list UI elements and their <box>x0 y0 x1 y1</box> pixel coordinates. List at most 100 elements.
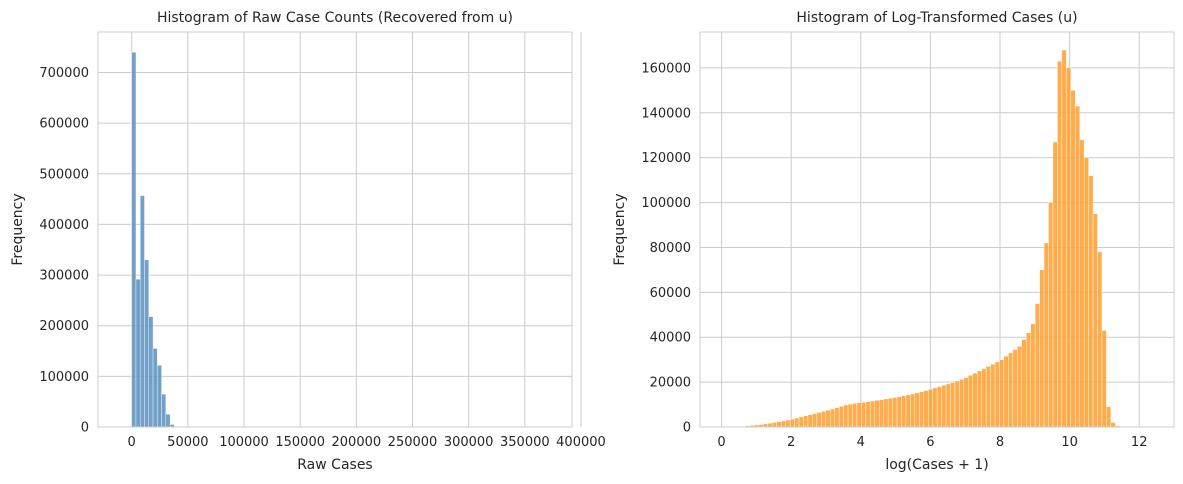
y-tick-label: 200000 <box>39 319 89 334</box>
x-axis-label: log(Cases + 1) <box>885 457 988 473</box>
histogram-bar <box>954 380 960 428</box>
y-tick-label: 140000 <box>641 106 691 121</box>
histogram-bar <box>945 383 951 428</box>
histogram-bar <box>1057 60 1063 428</box>
histogram-bar <box>887 398 893 428</box>
y-tick-label: 100000 <box>641 196 691 211</box>
histogram-bar <box>798 416 804 428</box>
histogram-bar <box>135 278 141 428</box>
histogram-bar <box>874 400 880 428</box>
x-tick-label: 6 <box>926 435 934 450</box>
histogram-bar <box>941 385 947 428</box>
histogram-bar <box>165 414 171 428</box>
histogram-bar <box>847 403 853 428</box>
histogram-bar <box>932 387 938 428</box>
chart-title: Histogram of Log-Transformed Cases (u) <box>796 10 1077 26</box>
histogram-bar <box>972 372 978 428</box>
x-tick-label: 4 <box>857 435 865 450</box>
histogram-bar <box>834 407 840 428</box>
chart-title: Histogram of Raw Case Counts (Recovered … <box>157 10 513 26</box>
y-tick-label: 40000 <box>650 331 691 346</box>
log-cases-histogram: 0 2 4 6 8 10 12 0 20000 40000 60000 80000 100000 120… <box>612 10 1175 473</box>
histogram-bar <box>1048 202 1054 428</box>
x-tick-label: 10 <box>1061 435 1078 450</box>
histogram-bar <box>1017 346 1022 428</box>
y-tick-label: 80000 <box>650 241 691 256</box>
histogram-bar <box>830 408 835 428</box>
histogram-bar <box>892 397 898 428</box>
y-axis-label: Frequency <box>10 193 26 265</box>
histogram-bar <box>905 394 911 428</box>
histogram-bar <box>968 375 973 428</box>
y-tick-label: 700000 <box>39 66 89 81</box>
y-tick-label: 500000 <box>39 167 89 182</box>
histogram-bar <box>144 259 149 428</box>
y-tick-label: 160000 <box>641 61 691 76</box>
histogram-bar <box>1003 356 1009 428</box>
histogram-bar <box>1026 332 1031 428</box>
histogram-bar <box>1106 406 1112 428</box>
histogram-bar <box>852 403 858 428</box>
plot-area <box>98 32 572 427</box>
histogram-bar <box>803 415 809 428</box>
x-tick-label: 250000 <box>388 435 438 450</box>
y-tick-label: 0 <box>81 421 89 436</box>
histogram-bar <box>977 370 982 428</box>
x-tick-label: 50000 <box>167 435 208 450</box>
histogram-bar <box>896 396 902 428</box>
plot-frame <box>97 31 573 428</box>
x-tick-label: 0 <box>717 435 725 450</box>
histogram-bar <box>928 389 933 428</box>
y-tick-label: 0 <box>683 421 691 436</box>
x-tick-labels: 0 2 4 6 8 10 12 <box>717 435 1147 450</box>
y-tick-label: 120000 <box>641 151 691 166</box>
histogram-bar <box>1070 90 1076 428</box>
histogram-bar <box>1083 157 1089 428</box>
histogram-bar <box>861 402 867 428</box>
histogram-bar <box>157 365 162 428</box>
y-tick-label: 20000 <box>650 376 691 391</box>
x-tick-label: 400000 <box>556 435 606 450</box>
y-tick-label: 600000 <box>39 117 89 132</box>
histogram-bar <box>1034 303 1040 428</box>
histogram-bar <box>936 386 942 428</box>
histogram-bar <box>821 411 826 428</box>
histogram-bar <box>825 409 831 428</box>
histogram-bar <box>923 390 929 428</box>
x-tick-labels: 0 50000 100000 150000 200000 250000 300000 3500… <box>128 435 606 450</box>
histogram-bar <box>1030 323 1036 428</box>
grid <box>98 32 582 428</box>
histogram-bar <box>1110 422 1116 428</box>
histogram-bar <box>856 402 862 428</box>
histogram-bar <box>879 399 884 428</box>
histogram-bar <box>1066 67 1071 428</box>
histogram-bar <box>772 422 777 428</box>
x-tick-label: 300000 <box>444 435 494 450</box>
histogram-bar <box>838 406 844 428</box>
x-axis-label: Raw Cases <box>297 457 372 473</box>
histogram-bar <box>914 392 920 428</box>
histogram-bar <box>148 316 154 428</box>
histogram-bar <box>1075 105 1080 428</box>
histogram-bar <box>816 412 822 428</box>
histogram-bar <box>161 393 167 428</box>
histogram-bar <box>767 422 773 428</box>
raw-cases-histogram: 0 50000 100000 150000 200000 250000 300000 3500… <box>10 10 606 473</box>
x-tick-label: 100000 <box>219 435 269 450</box>
histogram-bar <box>131 52 137 428</box>
histogram-bar <box>1021 339 1027 428</box>
histogram-bar <box>870 400 875 428</box>
x-tick-label: 150000 <box>275 435 325 450</box>
x-tick-label: 8 <box>996 435 1004 450</box>
x-tick-label: 12 <box>1131 435 1148 450</box>
bars <box>745 49 1125 428</box>
histogram-bar <box>794 417 800 428</box>
histogram-bar <box>883 398 889 428</box>
y-tick-labels: 0 20000 40000 60000 80000 100000 120000 140000 1… <box>641 61 691 435</box>
x-tick-label: 2 <box>787 435 795 450</box>
histogram-bar <box>152 348 158 428</box>
histogram-bar <box>1088 175 1094 428</box>
histogram-bar <box>999 359 1005 428</box>
histogram-bar <box>812 413 818 428</box>
